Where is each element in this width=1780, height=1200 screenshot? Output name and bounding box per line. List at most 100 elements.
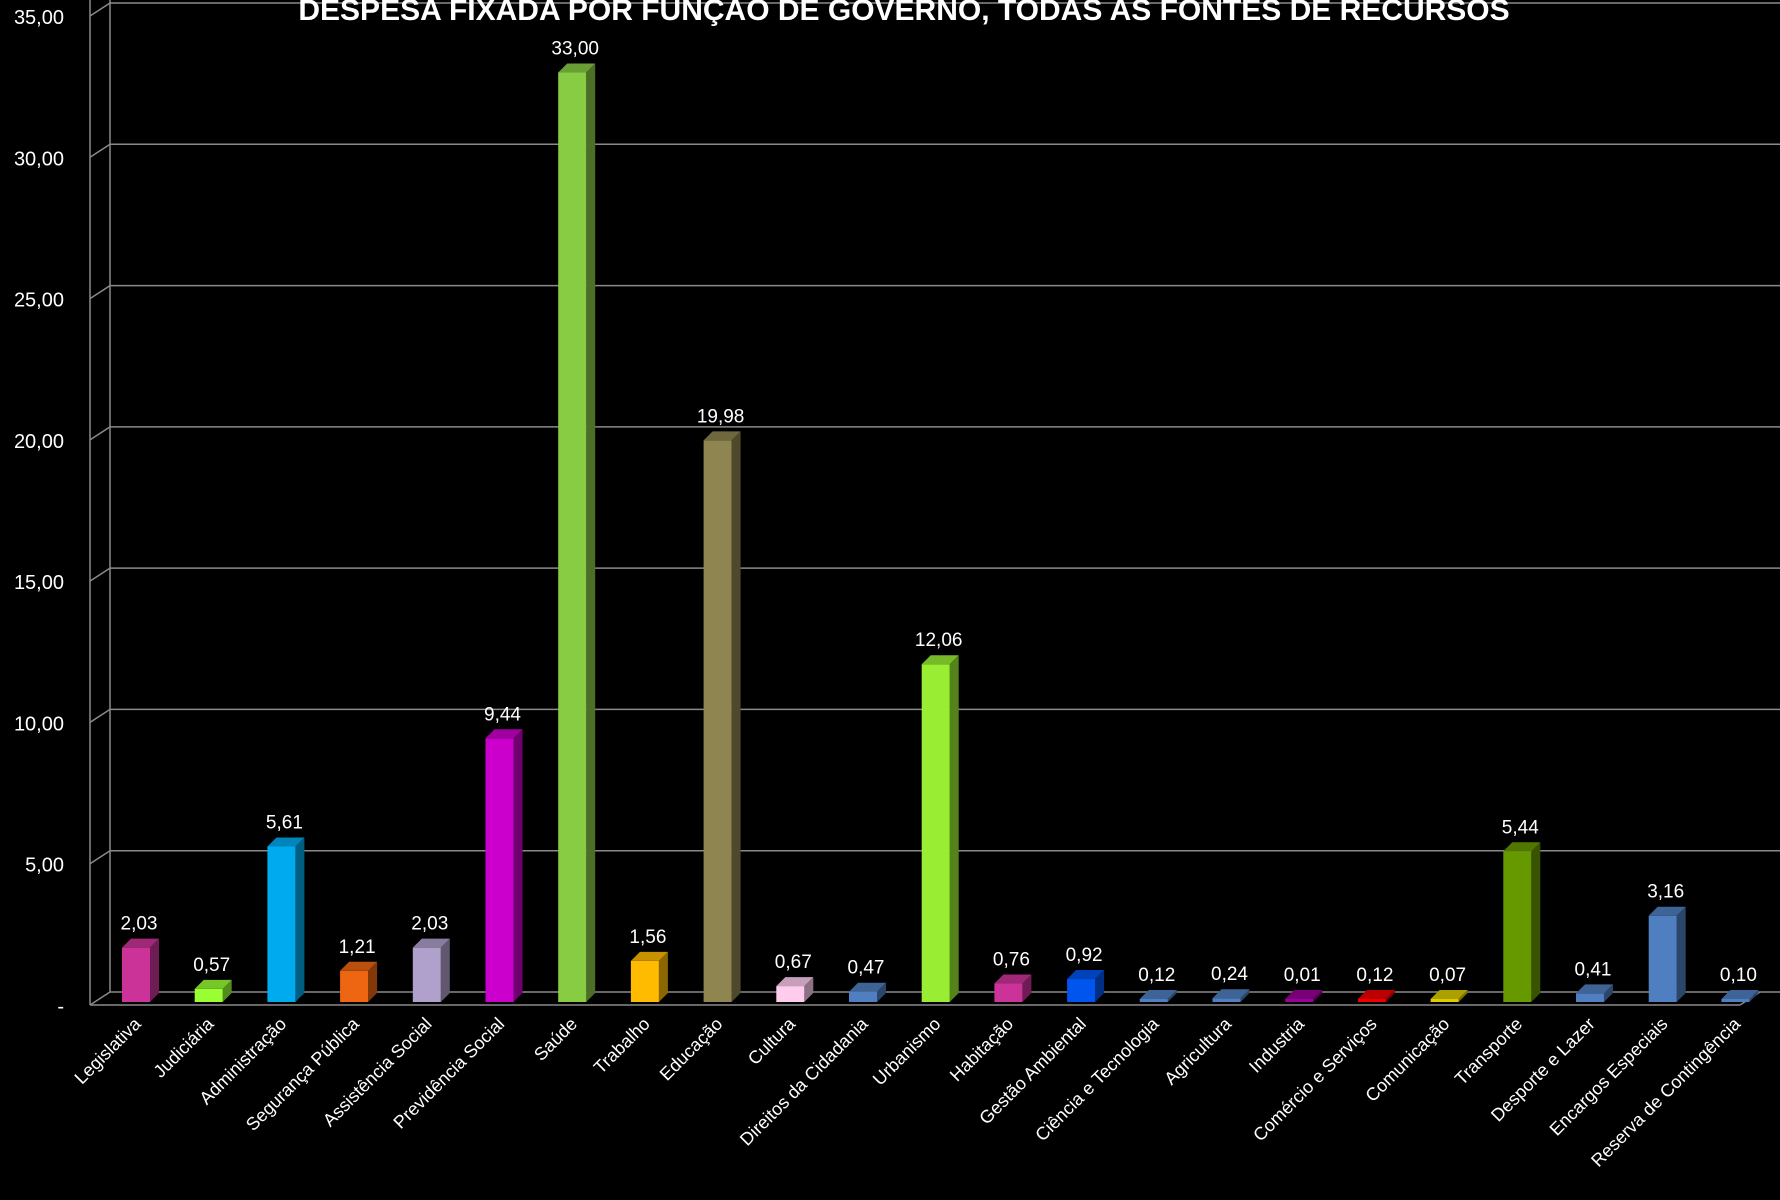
bar-top [1430,990,1468,999]
bar [267,837,305,1002]
data-label: 33,00 [551,39,599,60]
bar-side [1458,990,1468,1002]
bar-front [1067,979,1096,1002]
bar-front [194,988,223,1002]
bar-side [1676,906,1686,1002]
bar-top [703,431,741,441]
y-tick-label: 10,00 [14,713,64,735]
y-tick-label: 15,00 [14,572,64,594]
gridline-diagonal [89,991,111,1006]
bar [1430,990,1468,1002]
bar-front [267,846,296,1002]
bar-side [368,961,378,1002]
bar-top [776,977,814,987]
bar-front [1430,999,1459,1002]
bar-front [1648,915,1677,1002]
data-label: 0,12 [1138,965,1175,986]
data-label: 0,41 [1575,959,1612,980]
gridline-diagonal [89,2,111,17]
bar-top [994,974,1032,984]
bar-side [804,977,814,1002]
bar-front [485,738,514,1002]
bar-top [1648,906,1686,916]
data-label: 3,16 [1647,882,1684,903]
bar [776,977,814,1002]
bar-top [921,655,959,665]
data-label: 0,12 [1356,965,1393,986]
bar [921,655,959,1002]
bar-side [731,431,741,1003]
gridline-diagonal [89,284,111,300]
bar-side [440,938,450,1002]
bar-side [295,837,305,1002]
bar [1067,970,1105,1002]
y-tick-label: 20,00 [14,431,64,453]
bar-side [513,729,523,1002]
bar-front [558,72,587,1002]
bar [412,938,450,1002]
bar-side [1531,842,1541,1002]
bar-front [412,947,441,1002]
data-label: 0,92 [1066,945,1103,966]
data-label: 2,03 [121,914,158,935]
bar-front [849,991,877,1002]
bar-front [1503,851,1532,1002]
bar-side [1167,990,1177,1002]
bar-side [586,63,596,1003]
bar-front [703,440,732,1003]
bar-front [994,983,1023,1002]
bar-top [1503,842,1541,852]
bar [122,938,159,1002]
bar [485,729,523,1002]
bar-top [1139,990,1177,999]
bar-top [267,837,305,847]
bar-front [1285,999,1314,1002]
bar-top [1212,989,1250,999]
bar [194,979,232,1002]
data-label: 9,44 [484,704,521,725]
data-label: 0,57 [193,955,230,976]
y-tick-label: 25,00 [14,290,64,312]
bar-top [630,951,668,961]
bar-front [630,960,659,1002]
bar-front [122,947,150,1002]
data-label: 0,76 [993,950,1030,971]
y-axis: - 5,00 10,00 15,00 20,00 25,00 30,00 35,00 [14,0,1761,1018]
bars: 2,03 0,57 5,61 1,21 2,03 9,44 33,00 1,56 19,98 0,… [121,39,1759,1003]
bar-top [1357,990,1395,999]
data-label: 0,10 [1720,965,1757,986]
bar-side [1022,974,1032,1002]
bar-top [340,961,378,971]
bar-front [340,970,369,1002]
bar-top [558,63,596,73]
bar-side [949,655,959,1002]
bar-side [1095,970,1105,1002]
data-label: 0,07 [1429,965,1466,986]
bar-top [1721,990,1759,999]
gridline-diagonal [89,567,111,582]
bar [1721,990,1759,1002]
bar [1139,990,1177,1002]
data-label: 0,67 [775,952,812,973]
bar [1503,842,1541,1002]
bar [1285,990,1323,1002]
y-tick-label: 35,00 [14,7,64,29]
bar-top [412,938,450,948]
data-label: 5,61 [266,812,303,833]
bar [994,974,1032,1002]
y-tick-label: 5,00 [25,855,64,877]
bar-front [1139,999,1168,1002]
data-label: 1,56 [629,927,666,948]
bar-top [849,982,886,992]
data-label: 0,01 [1284,965,1321,986]
bar-side [658,951,668,1002]
data-label: 2,03 [411,914,448,935]
bar [1648,906,1686,1002]
bar [703,431,741,1003]
data-label: 12,06 [915,630,963,651]
bar-front [1357,999,1386,1002]
bar [630,951,668,1002]
data-label: 19,98 [697,406,745,427]
bar-side [877,982,886,1002]
bar-top [485,729,523,739]
